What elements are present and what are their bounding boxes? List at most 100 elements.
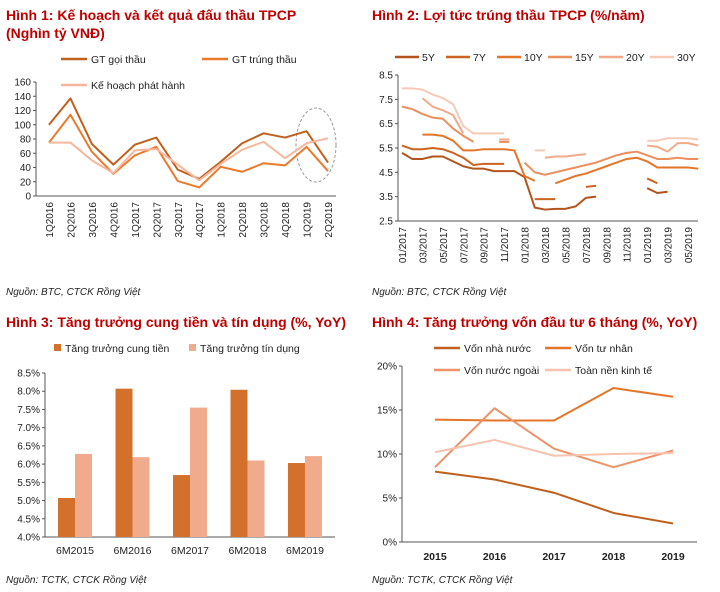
chart3-legend-swatch bbox=[189, 344, 196, 351]
chart4-y-tick-label: 10% bbox=[377, 450, 397, 461]
chart1-x-tick-label: 1Q2018 bbox=[217, 202, 228, 238]
chart4-y-tick-label: 0% bbox=[383, 538, 398, 549]
chart2-x-tick-label: 03/2018 bbox=[541, 227, 552, 264]
chart3-y-tick-label: 6.5% bbox=[17, 441, 40, 452]
chart1-series-line bbox=[48, 97, 329, 180]
chart4-x-tick-label: 2018 bbox=[602, 551, 626, 563]
chart2-y-tick-label: 7.5 bbox=[379, 95, 393, 106]
chart2-y-tick-label: 6.5 bbox=[379, 119, 393, 130]
chart2-legend-label: 30Y bbox=[677, 52, 696, 64]
chart1-y-tick-label: 160 bbox=[14, 78, 31, 89]
chart4-title: Hình 4: Tăng trưởng vốn đầu tư 6 tháng (… bbox=[372, 314, 698, 330]
chart1-x-tick-label: 2Q2018 bbox=[238, 202, 249, 238]
chart2-x-tick-label: 07/2018 bbox=[582, 227, 593, 264]
chart2-x-tick-label: 05/2018 bbox=[561, 227, 572, 264]
chart2-x-tick-label: 03/2017 bbox=[418, 227, 429, 264]
chart1-y-tick-label: 100 bbox=[14, 120, 31, 131]
chart2-y-tick-label: 3.5 bbox=[379, 192, 393, 203]
chart2-series-line bbox=[554, 156, 699, 185]
chart1-series-line bbox=[49, 137, 329, 182]
chart3-y-tick-label: 6.0% bbox=[17, 460, 40, 471]
chart2-legend-label: 15Y bbox=[575, 52, 594, 64]
chart1-x-tick-label: 3Q2018 bbox=[260, 202, 271, 238]
chart2-x-tick-label: 05/2019 bbox=[684, 227, 695, 264]
chart2-source: Nguồn: BTC, CTCK Rồng Việt bbox=[372, 287, 507, 298]
chart2-title: Hình 2: Lợi tức trúng thầu TPCP (%/năm) bbox=[372, 7, 645, 23]
chart1-y-tick-label: 40 bbox=[20, 163, 32, 174]
chart4-legend-label: Toàn nền kinh tế bbox=[575, 365, 652, 377]
chart3-source: Nguồn: TCTK, CTCK Rồng Việt bbox=[6, 575, 147, 586]
chart2-x-tick-label: 03/2019 bbox=[664, 227, 675, 264]
chart2-legend-label: 20Y bbox=[626, 52, 645, 64]
chart3-bar bbox=[230, 389, 248, 537]
chart4-legend-label: Vốn tư nhân bbox=[575, 343, 633, 355]
chart2-series-line bbox=[646, 187, 668, 195]
chart2-series-line bbox=[402, 87, 505, 135]
chart2-series-line bbox=[421, 97, 465, 134]
chart3-bar bbox=[75, 453, 92, 537]
chart2-x-tick-label: 11/2017 bbox=[500, 227, 511, 263]
chart1-x-tick-label: 2Q2017 bbox=[152, 202, 163, 238]
chart4-legend-label: Vốn nhà nước bbox=[464, 343, 531, 355]
chart3-legend-swatch bbox=[54, 344, 61, 351]
chart2-series-line bbox=[401, 144, 505, 167]
chart3-bar bbox=[58, 498, 75, 537]
chart1-x-tick-label: 4Q2018 bbox=[281, 202, 292, 238]
chart3-bar bbox=[173, 475, 190, 537]
chart2-series-line bbox=[585, 184, 597, 188]
chart2-series-line bbox=[647, 137, 699, 142]
chart1-legend-label: GT trúng thầu bbox=[232, 54, 297, 66]
chart3-bar bbox=[190, 407, 207, 537]
chart3-y-tick-label: 4.5% bbox=[17, 514, 40, 525]
chart1-x-tick-label: 2Q2019 bbox=[324, 202, 335, 238]
chart2-series-line bbox=[646, 177, 658, 185]
chart4-x-tick-label: 2015 bbox=[423, 551, 447, 563]
chart4-source: Nguồn: TCTK, CTCK Rồng Việt bbox=[372, 575, 513, 586]
chart1-x-tick-label: 1Q2019 bbox=[303, 202, 314, 238]
chart2-y-tick-label: 8.5 bbox=[379, 71, 393, 82]
chart1-x-tick-label: 4Q2016 bbox=[109, 202, 120, 238]
chart2-series-line bbox=[401, 105, 475, 143]
chart4-x-tick-label: 2019 bbox=[661, 551, 685, 563]
chart2-series-line bbox=[523, 150, 699, 176]
chart3-legend-label: Tăng trưởng cung tiền bbox=[65, 343, 170, 355]
chart3-title: Hình 3: Tăng trưởng cung tiền và tín dụn… bbox=[6, 314, 347, 330]
chart3-bar bbox=[132, 457, 150, 537]
chart3-bar bbox=[115, 388, 133, 537]
chart1-x-tick-label: 1Q2016 bbox=[45, 202, 56, 238]
chart4-series-line bbox=[434, 438, 674, 457]
chart1-x-tick-label: 3Q2017 bbox=[174, 202, 185, 238]
chart4-series-line bbox=[434, 470, 674, 525]
chart4-x-tick-label: 2016 bbox=[483, 551, 507, 563]
chart2-y-tick-label: 5.5 bbox=[379, 144, 393, 155]
chart1-y-tick-label: 140 bbox=[14, 92, 31, 103]
chart3-y-tick-label: 4.0% bbox=[17, 533, 40, 544]
chart4-y-tick-label: 15% bbox=[377, 406, 397, 417]
chart1-x-tick-label: 2Q2016 bbox=[66, 202, 77, 238]
chart1-y-tick-label: 60 bbox=[20, 149, 32, 160]
chart1-legend-label: Kế hoạch phát hành bbox=[91, 80, 185, 92]
chart2-x-tick-label: 09/2018 bbox=[602, 227, 613, 264]
chart2-legend-label: 5Y bbox=[422, 52, 435, 64]
chart2-y-tick-label: 2.5 bbox=[379, 217, 393, 228]
chart2-x-tick-label: 01/2019 bbox=[643, 227, 654, 264]
chart1-y-tick-label: 0 bbox=[25, 192, 31, 203]
chart2-series-line bbox=[401, 152, 597, 211]
chart1-y-tick-label: 20 bbox=[20, 177, 32, 188]
chart2-legend-label: 10Y bbox=[524, 52, 543, 64]
chart3-bar bbox=[247, 460, 265, 537]
chart2-x-tick-label: 07/2017 bbox=[459, 227, 470, 264]
chart2-x-tick-label: 11/2018 bbox=[623, 227, 634, 263]
chart4-series-line bbox=[434, 387, 674, 422]
chart1-series-line bbox=[48, 113, 329, 189]
chart3-legend-label: Tăng trưởng tín dụng bbox=[200, 343, 300, 355]
chart3-bar bbox=[305, 456, 322, 537]
chart1-y-tick-label: 120 bbox=[14, 106, 31, 117]
chart2-series-line bbox=[647, 142, 699, 153]
chart1-highlight-ellipse bbox=[295, 107, 337, 183]
chart3-x-tick-label: 6M2019 bbox=[286, 545, 324, 557]
chart3-y-tick-label: 8.0% bbox=[17, 387, 40, 398]
chart2-legend-label: 7Y bbox=[473, 52, 486, 64]
chart3-y-tick-label: 5.0% bbox=[17, 496, 40, 507]
chart1-x-tick-label: 4Q2017 bbox=[195, 202, 206, 238]
